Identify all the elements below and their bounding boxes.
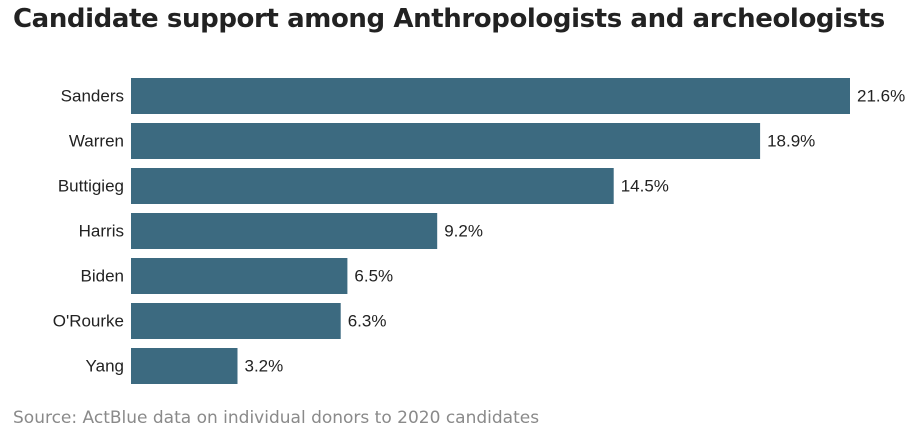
value-label: 9.2% <box>444 222 483 241</box>
value-label: 14.5% <box>621 177 669 196</box>
source-note: Source: ActBlue data on individual donor… <box>13 408 540 428</box>
value-label: 6.5% <box>354 267 393 286</box>
category-label: O'Rourke <box>53 312 124 331</box>
value-label: 3.2% <box>245 357 284 376</box>
bar-warren <box>131 123 761 159</box>
value-label: 6.3% <box>348 312 387 331</box>
bars-layer: Sanders 21.6% Warren 18.9% Buttigieg 14.5% Har… <box>53 78 905 384</box>
chart-title: Candidate support among Anthropologists … <box>13 4 885 34</box>
category-label: Biden <box>81 267 124 286</box>
category-label: Warren <box>69 132 124 151</box>
value-label: 18.9% <box>767 132 815 151</box>
category-label: Buttigieg <box>58 177 124 196</box>
bar-buttigieg <box>131 168 614 204</box>
category-label: Sanders <box>61 87 124 106</box>
bar-o-rourke <box>131 303 341 339</box>
bar-biden <box>131 258 348 294</box>
value-label: 21.6% <box>857 87 905 106</box>
category-label: Yang <box>86 357 124 376</box>
bar-yang <box>131 348 238 384</box>
bar-sanders <box>131 78 850 114</box>
bar-harris <box>131 213 438 249</box>
bar-chart: Sanders 21.6% Warren 18.9% Buttigieg 14.5% Har… <box>53 78 905 384</box>
category-label: Harris <box>79 222 124 241</box>
